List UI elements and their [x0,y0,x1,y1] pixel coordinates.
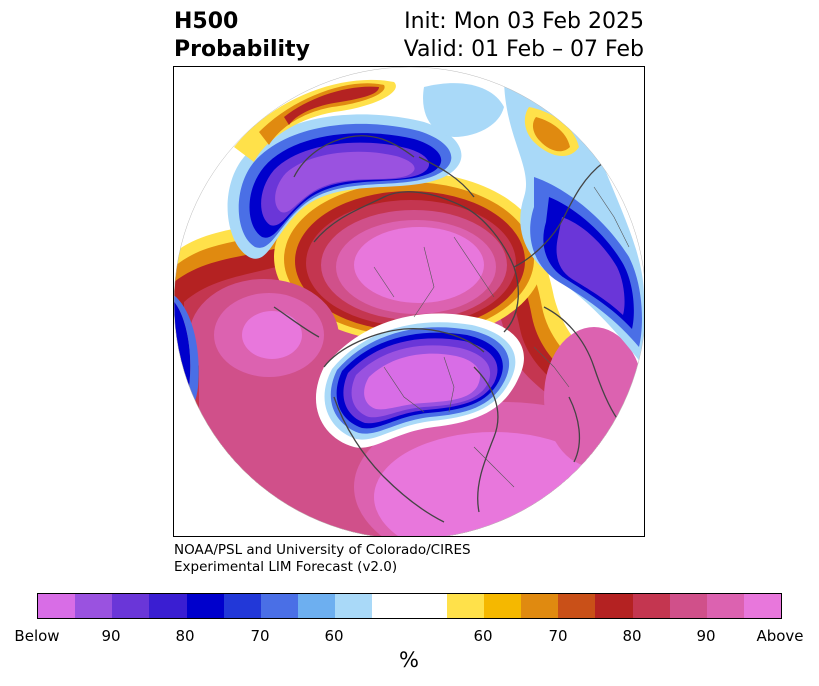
colorbar-cell [149,594,187,618]
forecast-info: Init: Mon 03 Feb 2025 Valid: 01 Feb – 07… [404,8,644,64]
valid-range: Valid: 01 Feb – 07 Feb [403,37,644,62]
colorbar-cell [298,594,336,618]
colorbar [37,593,782,619]
colorbar-cell [669,594,707,618]
colorbar-cell [372,594,410,618]
credit-text: NOAA/PSL and University of Colorado/CIRE… [174,542,471,576]
colorbar-tick-label: 60 [324,627,344,645]
probability-map [173,66,645,537]
colorbar-tick-label: 80 [175,627,195,645]
colorbar-tick-label: Below [14,627,60,645]
asia-below-band [227,114,462,259]
colorbar-cell [521,594,559,618]
title-variable: H500 [174,9,239,34]
colorbar-cell [335,594,373,618]
north-america-below-band [315,313,524,448]
colorbar-tick-label: Above [756,627,804,645]
colorbar-cell [706,594,744,618]
colorbar-tick-label: 70 [548,627,568,645]
credit-line-1: NOAA/PSL and University of Colorado/CIRE… [174,542,471,558]
colorbar-tick-label: 60 [473,627,493,645]
colorbar-tick-label: 70 [250,627,270,645]
colorbar-cell [409,594,447,618]
colorbar-cell [223,594,261,618]
colorbar-cell [743,594,782,618]
colorbar-cell [558,594,596,618]
pacific-above-core [189,279,339,395]
init-date: Init: Mon 03 Feb 2025 [404,9,644,34]
colorbar-cell [483,594,522,618]
political-borders [373,186,630,488]
polar-map-svg [174,67,644,536]
arctic-above-tongue [234,79,396,162]
europe-below-band [423,77,644,367]
credit-line-2: Experimental LIM Forecast (v2.0) [174,559,398,575]
chart-title: H500 Probability [174,8,310,64]
colorbar-cell [75,594,113,618]
title-quantity: Probability [174,37,310,62]
colorbar-cell [112,594,150,618]
colorbar-cell [186,594,224,618]
colorbar-tick-label: 90 [696,627,716,645]
colorbar-cell [595,594,633,618]
colorbar-tick-label: 90 [101,627,121,645]
colorbar-unit: % [399,648,419,672]
colorbar-cell [38,594,76,618]
colorbar-cell [632,594,670,618]
colorbar-tick-label: 80 [622,627,642,645]
colorbar-cell [260,594,299,618]
coastlines [273,96,625,523]
colorbar-cell [446,594,484,618]
